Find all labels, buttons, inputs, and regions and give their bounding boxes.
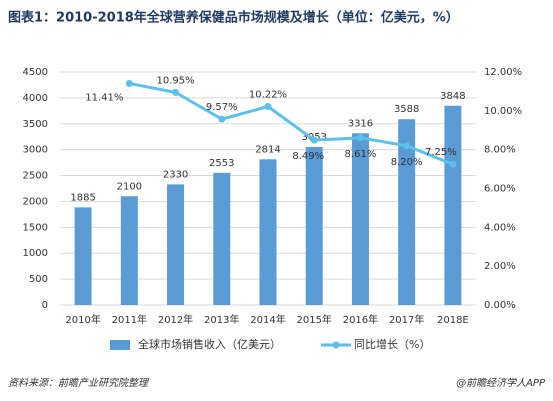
y-tick-label: 1000	[23, 248, 48, 259]
x-tick-label: 2010年	[65, 313, 100, 326]
y-tick-label: 3500	[23, 119, 48, 130]
line-label: 7.25%	[425, 147, 457, 158]
y-tick-label: 3000	[23, 145, 48, 156]
bar	[444, 105, 462, 305]
y2-tick-label: 4.00%	[484, 222, 516, 233]
line-point	[125, 79, 133, 87]
legend-swatch	[110, 340, 130, 350]
y2-tick-label: 0.00%	[484, 300, 516, 311]
bar-label: 2100	[117, 181, 142, 192]
y-tick-label: 500	[29, 274, 48, 285]
y2-tick-label: 12.00%	[484, 67, 522, 78]
legend-swatch	[332, 341, 340, 349]
bar-label: 1885	[70, 192, 95, 203]
line-label: 10.95%	[156, 75, 194, 86]
line-label: 8.61%	[345, 149, 377, 160]
x-tick-label: 2013年	[204, 313, 239, 326]
x-tick-label: 2017年	[389, 313, 424, 326]
x-tick-label: 2018E	[437, 315, 469, 326]
line-label: 8.49%	[292, 151, 324, 162]
y2-tick-label: 8.00%	[484, 145, 516, 156]
y-tick-label: 4000	[23, 93, 48, 104]
line-label: 9.57%	[206, 102, 238, 113]
x-tick-label: 2011年	[112, 313, 147, 326]
bar-label: 2814	[255, 144, 280, 155]
bar	[213, 172, 231, 305]
line-label: 8.20%	[391, 157, 423, 168]
y2-tick-label: 2.00%	[484, 261, 516, 272]
x-tick-label: 2014年	[250, 313, 285, 326]
y-tick-label: 4500	[23, 67, 48, 78]
line	[129, 81, 454, 166]
x-tick-label: 2012年	[158, 313, 193, 326]
y-tick-label: 2500	[23, 171, 48, 182]
bar	[398, 119, 416, 305]
line-point	[356, 134, 364, 142]
line-point	[449, 160, 457, 168]
y-tick-label: 2000	[23, 196, 48, 207]
line-point	[172, 88, 180, 96]
y2-tick-label: 6.00%	[484, 184, 516, 195]
line-point	[264, 103, 272, 111]
y2-tick-label: 10.00%	[484, 106, 522, 117]
line-point	[403, 142, 411, 150]
x-tick-label: 2016年	[343, 313, 378, 326]
legend-label: 同比增长（%）	[354, 337, 430, 351]
y-tick-label: 1500	[23, 222, 48, 233]
bar	[351, 133, 369, 305]
bar-label: 3588	[394, 104, 419, 115]
x-tick-label: 2015年	[296, 313, 331, 326]
bar-label: 2330	[163, 169, 188, 180]
bar-label: 3848	[440, 91, 465, 102]
bar-label: 3316	[348, 118, 373, 129]
y-tick-label: 0	[42, 300, 48, 311]
bar	[120, 196, 138, 305]
bar	[74, 207, 92, 305]
legend-label: 全球市场销售收入（亿美元）	[138, 337, 281, 351]
bar-label: 2553	[209, 158, 234, 169]
source: 资料来源：前瞻产业研究院整理	[8, 377, 150, 389]
bar	[259, 159, 277, 305]
bar	[167, 184, 185, 305]
bar	[305, 146, 323, 305]
chart-title: 图表1：2010-2018年全球营养保健品市场规模及增长（单位：亿美元，%）	[8, 10, 459, 26]
line-label: 10.22%	[249, 90, 287, 101]
line-label: 11.41%	[85, 92, 123, 103]
line-point	[218, 115, 226, 123]
line-point	[310, 136, 318, 144]
credit: @前瞻经济学人APP	[456, 377, 546, 389]
